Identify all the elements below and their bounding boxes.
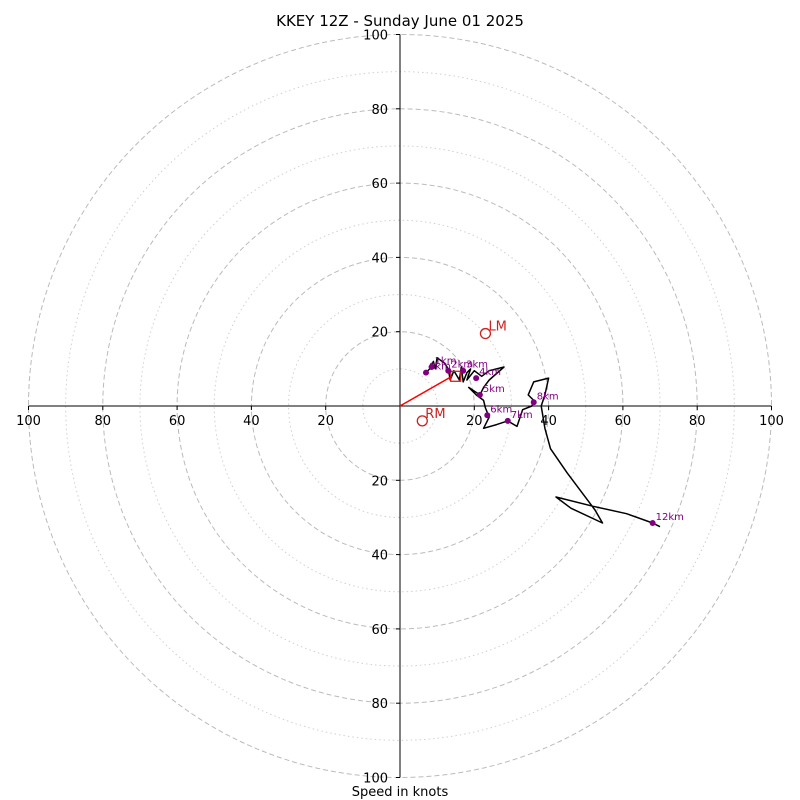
km-marker-label: 2km [451, 360, 473, 371]
y-tick-label: 20 [371, 474, 388, 489]
km-marker-point [445, 367, 452, 374]
km-marker-label: 4km [479, 367, 501, 378]
y-tick-label: 100 [363, 29, 388, 44]
y-tick-label: 80 [371, 103, 388, 118]
x-tick-label: 80 [689, 414, 706, 429]
y-tick-label: 80 [371, 697, 388, 712]
x-tick-label: 20 [317, 414, 334, 429]
km-marker-label: 0km [429, 362, 451, 373]
hodograph-line [425, 356, 661, 528]
km-marker-point [428, 363, 435, 370]
chart-title: KKEY 12Z - Sunday June 01 2025 [276, 12, 524, 30]
y-tick-label: 100 [363, 772, 388, 787]
storm-motion-label: RM [425, 407, 445, 422]
km-marker-point [649, 520, 656, 527]
y-tick-label: 20 [371, 326, 388, 341]
km-marker-point [423, 369, 430, 376]
km-marker-label: 5km [483, 384, 505, 395]
km-marker-label: 8km [537, 391, 559, 402]
km-marker-label: 12km [656, 512, 684, 523]
x-tick-label: 100 [16, 414, 41, 429]
x-tick-label: 60 [169, 414, 186, 429]
km-marker-label: 6km [490, 404, 512, 415]
x-axis-label: Speed in knots [352, 785, 449, 800]
hodograph-trace [399, 356, 661, 528]
x-tick-label: 40 [243, 414, 260, 429]
x-tick-label: 60 [615, 414, 632, 429]
storm-motion-label: LM [488, 320, 506, 335]
km-marker-point [476, 391, 483, 398]
y-tick-label: 60 [371, 623, 388, 638]
y-tick-label: 60 [371, 177, 388, 192]
km-marker-label: 3km [466, 360, 488, 371]
x-tick-label: 80 [95, 414, 112, 429]
y-tick-label: 40 [371, 549, 388, 564]
km-marker-point [484, 412, 491, 419]
km-marker-point [504, 417, 511, 424]
x-tick-label: 100 [759, 414, 784, 429]
y-tick-label: 40 [371, 251, 388, 266]
shear-vector [399, 375, 453, 407]
km-marker-point [530, 399, 537, 406]
storm-motion-marker [479, 327, 492, 340]
storm-motions: LM RM [416, 320, 507, 427]
storm-motion-marker [416, 415, 428, 427]
x-tick-label: 20 [466, 414, 483, 429]
km-marker-label: 1km [435, 356, 457, 367]
km-marker-point [460, 367, 467, 374]
km-marker-point [473, 375, 480, 382]
tick-labels: 1001008080606040402020202040406060808010… [16, 29, 784, 787]
km-marker-label: 7km [511, 410, 533, 421]
